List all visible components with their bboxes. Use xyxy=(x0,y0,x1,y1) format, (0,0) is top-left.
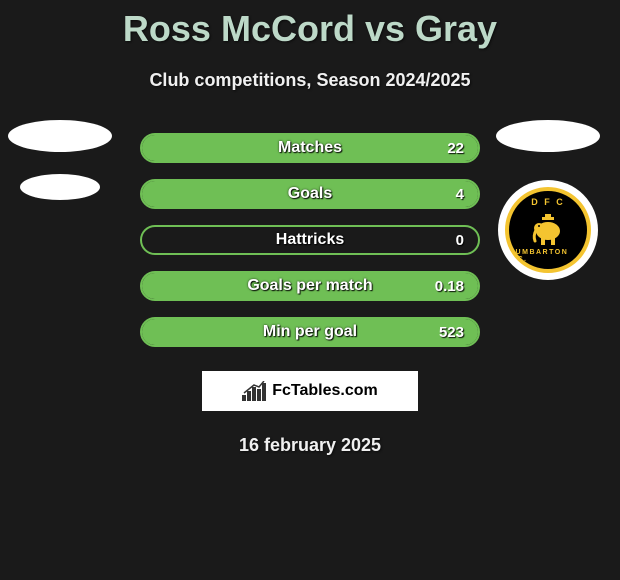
player-photo-placeholder xyxy=(496,120,600,152)
stat-label: Goals xyxy=(288,185,332,203)
stat-label: Min per goal xyxy=(263,323,357,341)
watermark-text: FcTables.com xyxy=(272,382,378,400)
right-player-column: D F C xyxy=(496,120,600,280)
badge-text-top: D F C xyxy=(531,197,565,207)
player-photo-placeholder xyxy=(8,120,112,152)
subtitle: Club competitions, Season 2024/2025 xyxy=(0,70,620,91)
stat-value-right: 0 xyxy=(456,232,464,249)
stat-value-right: 4 xyxy=(456,186,464,203)
left-player-column xyxy=(8,120,112,200)
badge-text-bottom: DUMBARTON F.C. xyxy=(509,249,587,263)
stat-label: Hattricks xyxy=(276,231,344,249)
stat-bar: Goals 4 xyxy=(140,179,480,209)
stat-label: Matches xyxy=(278,139,342,157)
stat-label: Goals per match xyxy=(247,277,372,295)
stat-value-right: 0.18 xyxy=(435,278,464,295)
stat-bar: Min per goal 523 xyxy=(140,317,480,347)
stat-value-right: 22 xyxy=(447,140,464,157)
elephant-icon xyxy=(531,214,565,246)
watermark: FcTables.com xyxy=(202,371,418,411)
club-badge-dumbarton: D F C xyxy=(498,180,598,280)
stat-bar: Goals per match 0.18 xyxy=(140,271,480,301)
club-badge-inner: D F C xyxy=(505,187,591,273)
club-badge-placeholder xyxy=(20,174,100,200)
bar-chart-icon xyxy=(242,381,266,401)
stat-bar: Hattricks 0 xyxy=(140,225,480,255)
stat-value-right: 523 xyxy=(439,324,464,341)
stat-bar: Matches 22 xyxy=(140,133,480,163)
date-text: 16 february 2025 xyxy=(0,435,620,456)
page-title: Ross McCord vs Gray xyxy=(0,0,620,50)
